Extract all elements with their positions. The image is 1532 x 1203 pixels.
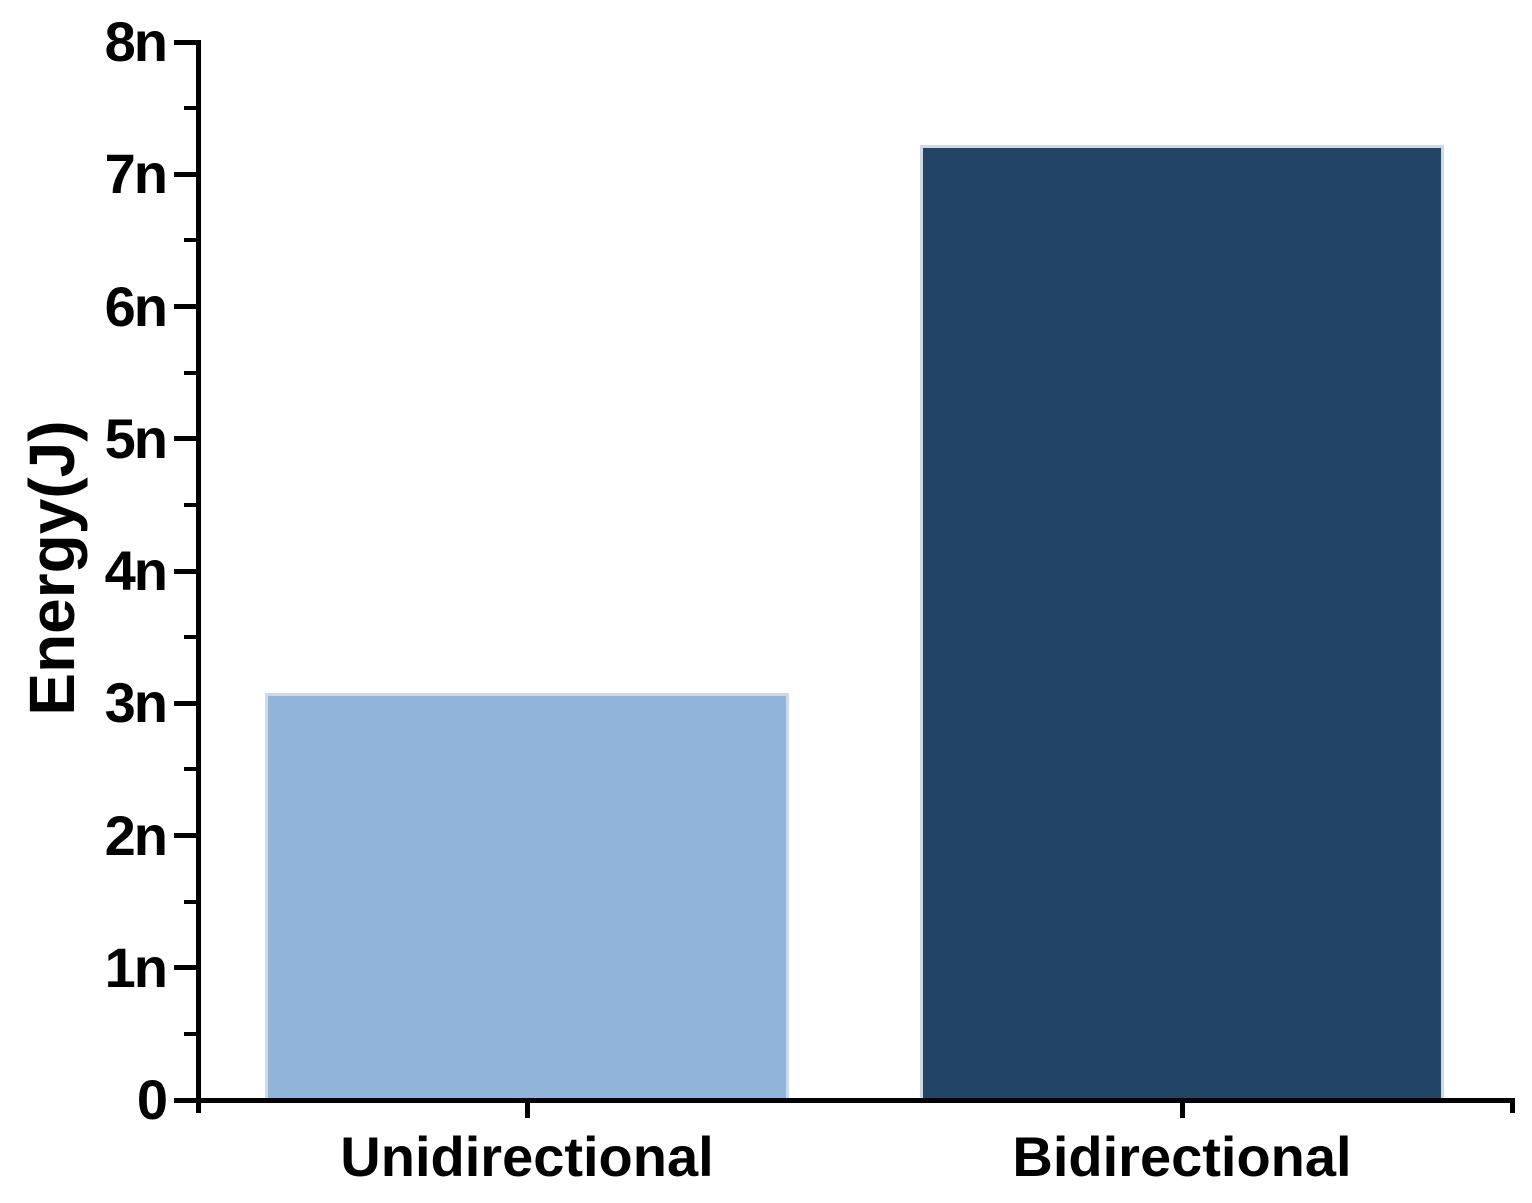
y-minor-tick (183, 635, 196, 640)
y-major-tick-2n (173, 833, 196, 838)
y-major-tick-5n (173, 436, 196, 442)
y-tick-label-2n: 2n (104, 803, 168, 867)
y-major-tick-8n (173, 39, 196, 45)
y-minor-tick (183, 502, 196, 507)
x-axis-end-tick (1509, 1100, 1515, 1113)
x-tick-unidirectional (524, 1100, 530, 1118)
y-minor-tick (183, 1031, 196, 1036)
y-tick-label-8n: 8n (104, 10, 168, 73)
y-major-tick-6n (173, 304, 196, 309)
y-tick-label-6n: 6n (104, 274, 168, 338)
y-tick-label-7n: 7n (104, 142, 168, 206)
y-major-tick-0 (173, 1097, 196, 1103)
x-axis-line (195, 1097, 1515, 1103)
y-major-tick-7n (173, 171, 196, 177)
y-major-tick-1n (173, 965, 196, 971)
y-tick-label-5n: 5n (104, 406, 168, 470)
bar-bidirectional (920, 145, 1444, 1100)
y-minor-tick (183, 106, 196, 111)
x-category-label-bidirectional: Bidirectional (1012, 1125, 1352, 1188)
x-category-label-unidirectional: Unidirectional (340, 1125, 714, 1188)
y-major-tick-4n (173, 568, 196, 574)
y-minor-tick (183, 899, 196, 904)
y-tick-label-0: 0 (136, 1068, 168, 1131)
y-axis-line (195, 40, 201, 1113)
bar-unidirectional (265, 692, 789, 1100)
y-tick-label-1n: 1n (104, 935, 168, 999)
y-tick-label-3n: 3n (104, 671, 168, 735)
y-major-tick-3n (173, 700, 196, 706)
y-minor-tick (183, 238, 196, 243)
x-tick-bidirectional (1179, 1100, 1185, 1118)
y-tick-label-4n: 4n (104, 539, 168, 602)
y-minor-tick (183, 370, 196, 375)
y-minor-tick (183, 767, 196, 772)
